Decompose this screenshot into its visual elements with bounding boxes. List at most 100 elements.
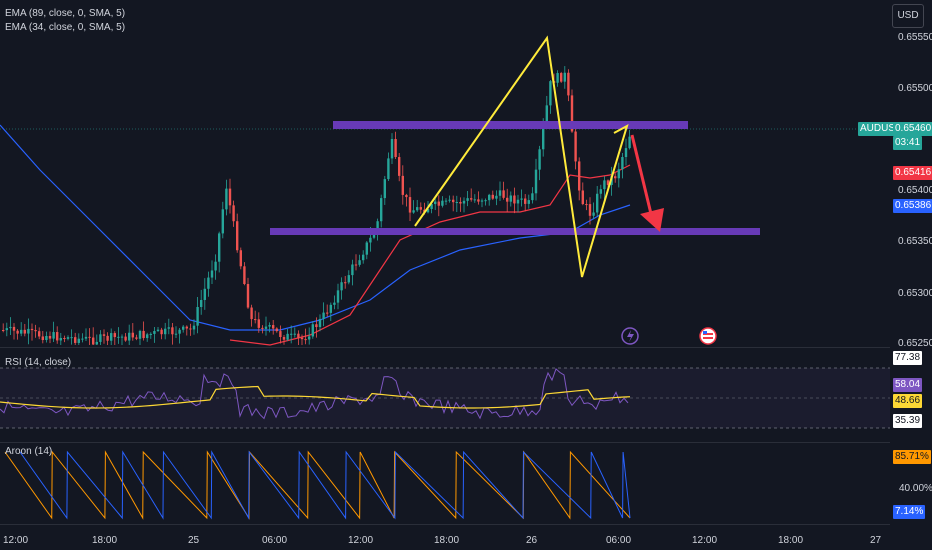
- resistance-zone[interactable]: [333, 121, 688, 129]
- candle-body: [347, 275, 350, 283]
- candle-body: [239, 250, 242, 267]
- candle-body: [38, 331, 41, 337]
- price-axis: 0.65550 0.65500 0.65400 0.65350 0.65300 …: [898, 32, 932, 349]
- candle-body: [462, 200, 466, 204]
- candle-body: [142, 330, 145, 339]
- candle-body: [171, 327, 174, 335]
- candle-body: [257, 319, 260, 328]
- candle-body: [545, 105, 548, 127]
- candle-body: [56, 332, 59, 341]
- candle-body: [380, 198, 383, 222]
- aroon-down-line: [19, 450, 631, 520]
- candle-body: [311, 324, 314, 337]
- rsi-pane[interactable]: [0, 367, 890, 429]
- rsi-ma-line: [0, 385, 631, 409]
- candle-body: [401, 175, 404, 195]
- candle-body: [455, 202, 458, 204]
- candle-body: [146, 334, 149, 339]
- candle-body: [110, 333, 113, 341]
- candle-body: [520, 198, 523, 200]
- candle-body: [77, 338, 80, 343]
- us-flag-icon[interactable]: [699, 327, 717, 345]
- candle-body: [477, 199, 480, 202]
- candle-body: [398, 157, 401, 176]
- rsi-ma-tag: 48.66: [893, 394, 923, 408]
- time-tick: 12:00: [692, 535, 717, 546]
- time-tick: 18:00: [92, 535, 117, 546]
- time-tick: 06:00: [262, 535, 287, 546]
- candle-body: [16, 330, 19, 334]
- candle-body: [34, 330, 37, 332]
- zigzag-pattern[interactable]: [414, 35, 629, 278]
- candle-body: [581, 190, 584, 205]
- pane-separator[interactable]: [0, 442, 890, 443]
- candle-body: [131, 332, 134, 338]
- candle-body: [437, 201, 440, 206]
- candle-body: [473, 199, 476, 201]
- aroon-legend[interactable]: Aroon (14): [5, 446, 53, 457]
- pane-separator[interactable]: [0, 347, 890, 348]
- candle-body: [484, 200, 487, 202]
- aroon-pane[interactable]: [4, 450, 631, 520]
- candle-body: [509, 195, 512, 202]
- ema34-legend[interactable]: EMA (34, close, 0, SMA, 5): [5, 22, 126, 33]
- candle-body: [48, 335, 52, 339]
- rsi-lower-tag: 35.39: [893, 414, 923, 428]
- candle-body: [585, 204, 588, 206]
- candle-body: [282, 337, 286, 340]
- lightning-icon[interactable]: [621, 327, 639, 345]
- price-pane[interactable]: [0, 35, 890, 346]
- candle-body: [30, 328, 34, 331]
- aroon-up-tag: 85.71%: [893, 450, 931, 464]
- last-price-tag: 0.65460: [893, 122, 932, 136]
- price-tick: 0.65350: [898, 236, 932, 247]
- candle-body: [99, 334, 102, 342]
- candle-body: [286, 333, 289, 340]
- candle-body: [200, 299, 203, 308]
- candle-body: [336, 290, 340, 303]
- candle-body: [549, 81, 552, 106]
- support-zone[interactable]: [270, 228, 760, 235]
- candle-body: [236, 221, 239, 251]
- rsi-legend[interactable]: RSI (14, close): [5, 357, 72, 368]
- candle-body: [394, 139, 397, 158]
- candle-body: [228, 188, 232, 206]
- candle-body: [300, 337, 304, 340]
- candle-body: [272, 325, 275, 329]
- candle-body: [74, 337, 77, 343]
- candle-body: [315, 324, 318, 328]
- candle-body: [578, 161, 581, 191]
- candle-body: [502, 190, 505, 198]
- currency-button[interactable]: USD: [892, 4, 924, 28]
- candle-body: [92, 337, 95, 345]
- time-axis: 12:00 18:00 25 06:00 12:00 18:00 26 06:0…: [3, 535, 882, 546]
- candle-body: [560, 73, 563, 82]
- candle-body: [513, 195, 516, 204]
- candle-body: [63, 337, 66, 339]
- candle-body: [167, 327, 170, 329]
- candle-body: [113, 333, 116, 338]
- candles: [2, 66, 631, 345]
- candle-body: [196, 307, 199, 326]
- ema89-legend[interactable]: EMA (89, close, 0, SMA, 5): [5, 8, 126, 19]
- candle-body: [218, 233, 221, 262]
- candle-body: [293, 333, 296, 335]
- candle-body: [207, 277, 210, 289]
- candle-body: [329, 304, 332, 313]
- rsi-ma-polyline: [0, 385, 631, 409]
- candle-body: [81, 338, 84, 340]
- candle-body: [250, 307, 253, 320]
- time-tick: 18:00: [778, 535, 803, 546]
- candle-body: [628, 136, 631, 149]
- candle-body: [506, 197, 509, 202]
- candle-body: [563, 72, 566, 82]
- projection-arrow[interactable]: [630, 134, 654, 219]
- candle-body: [459, 202, 462, 204]
- candle-body: [174, 333, 178, 335]
- candle-body: [214, 261, 217, 271]
- candle-body: [308, 336, 311, 340]
- price-tick: 0.65400: [898, 185, 932, 196]
- candle-body: [9, 326, 12, 329]
